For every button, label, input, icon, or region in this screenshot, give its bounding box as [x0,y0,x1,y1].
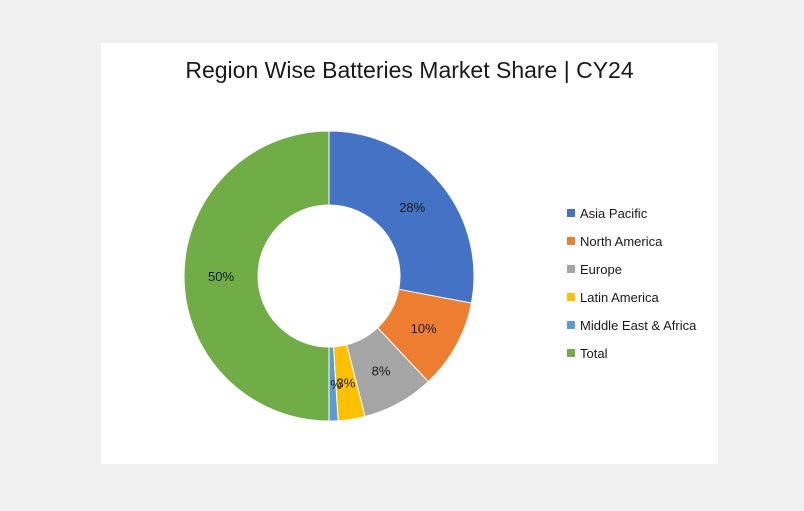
data-label-north-america: 10% [411,321,437,336]
data-label-europe: 8% [372,364,391,379]
slice-total [183,130,330,422]
chart-card: Region Wise Batteries Market Share | CY2… [101,43,718,464]
chart-legend: Asia Pacific North America Europe Latin Ame… [567,199,696,367]
legend-item-middle-east-and-africa: Middle East & Africa [567,311,696,339]
legend-swatch [567,321,575,329]
data-label-asia-pacific: 28% [399,200,425,215]
legend-label: Asia Pacific [580,205,648,221]
legend-swatch [567,265,575,273]
donut-chart: 28%10%8%3%1%50% [183,130,475,422]
legend-swatch [567,293,575,301]
legend-label: Total [580,345,608,361]
legend-item-europe: Europe [567,255,696,283]
legend-label: Europe [580,261,622,277]
legend-label: Latin America [580,289,659,305]
data-label-total: 50% [208,269,234,284]
data-label-latin-america: 3% [336,376,355,391]
chart-title: Region Wise Batteries Market Share | CY2… [185,57,634,83]
legend-swatch [567,209,575,217]
legend-swatch [567,349,575,357]
legend-item-north-america: North America [567,227,696,255]
legend-item-total: Total [567,339,696,367]
legend-swatch [567,237,575,245]
legend-label: North America [580,233,663,249]
legend-item-asia-pacific: Asia Pacific [567,199,696,227]
legend-label: Middle East & Africa [580,317,697,333]
legend-item-latin-america: Latin America [567,283,696,311]
slice-asia-pacific [328,130,475,304]
